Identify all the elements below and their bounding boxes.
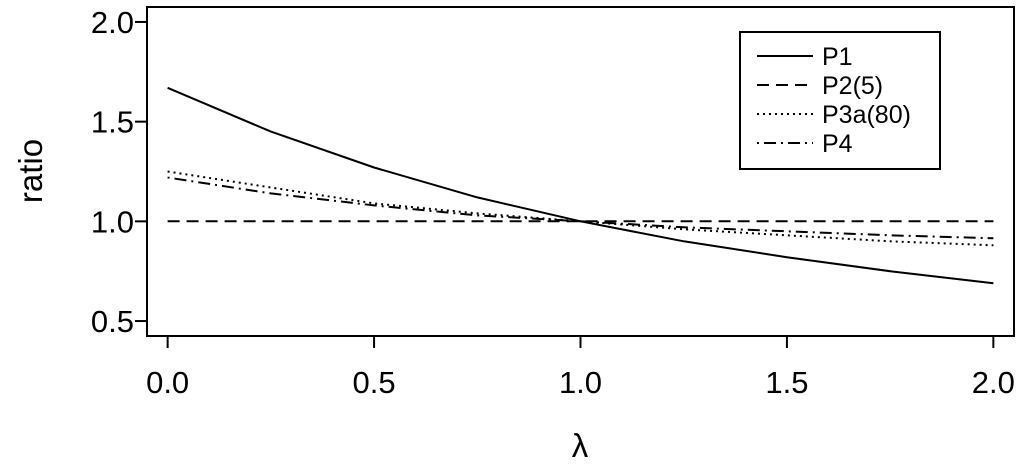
legend-label: P4: [822, 130, 853, 158]
x-tick-label: 0.0: [146, 365, 189, 400]
x-axis: 0.0 0.5 1.0 1.5 2.0: [146, 335, 1015, 400]
legend-label: P3a(80): [822, 101, 911, 129]
series-line-p4: [167, 176, 994, 240]
y-tick-label: 2.0: [91, 5, 134, 40]
legend-label: P2(5): [822, 72, 883, 100]
y-axis-title: ratio: [12, 139, 49, 203]
x-tick-label: 1.0: [559, 365, 602, 400]
legend-label: P1: [822, 43, 853, 71]
y-axis: 0.5 1.0 1.5 2.0: [91, 5, 148, 339]
y-tick-label: 1.5: [91, 105, 134, 140]
series-line-p3a-80: [167, 170, 994, 247]
x-axis-title: λ: [572, 427, 589, 464]
x-tick-label: 1.5: [765, 365, 808, 400]
y-tick-label: 1.0: [91, 204, 134, 239]
y-tick-label: 0.5: [91, 304, 134, 339]
legend-box: [739, 31, 941, 170]
x-tick-label: 2.0: [972, 365, 1015, 400]
x-tick-label: 0.5: [353, 365, 396, 400]
series-layer: [167, 86, 994, 285]
